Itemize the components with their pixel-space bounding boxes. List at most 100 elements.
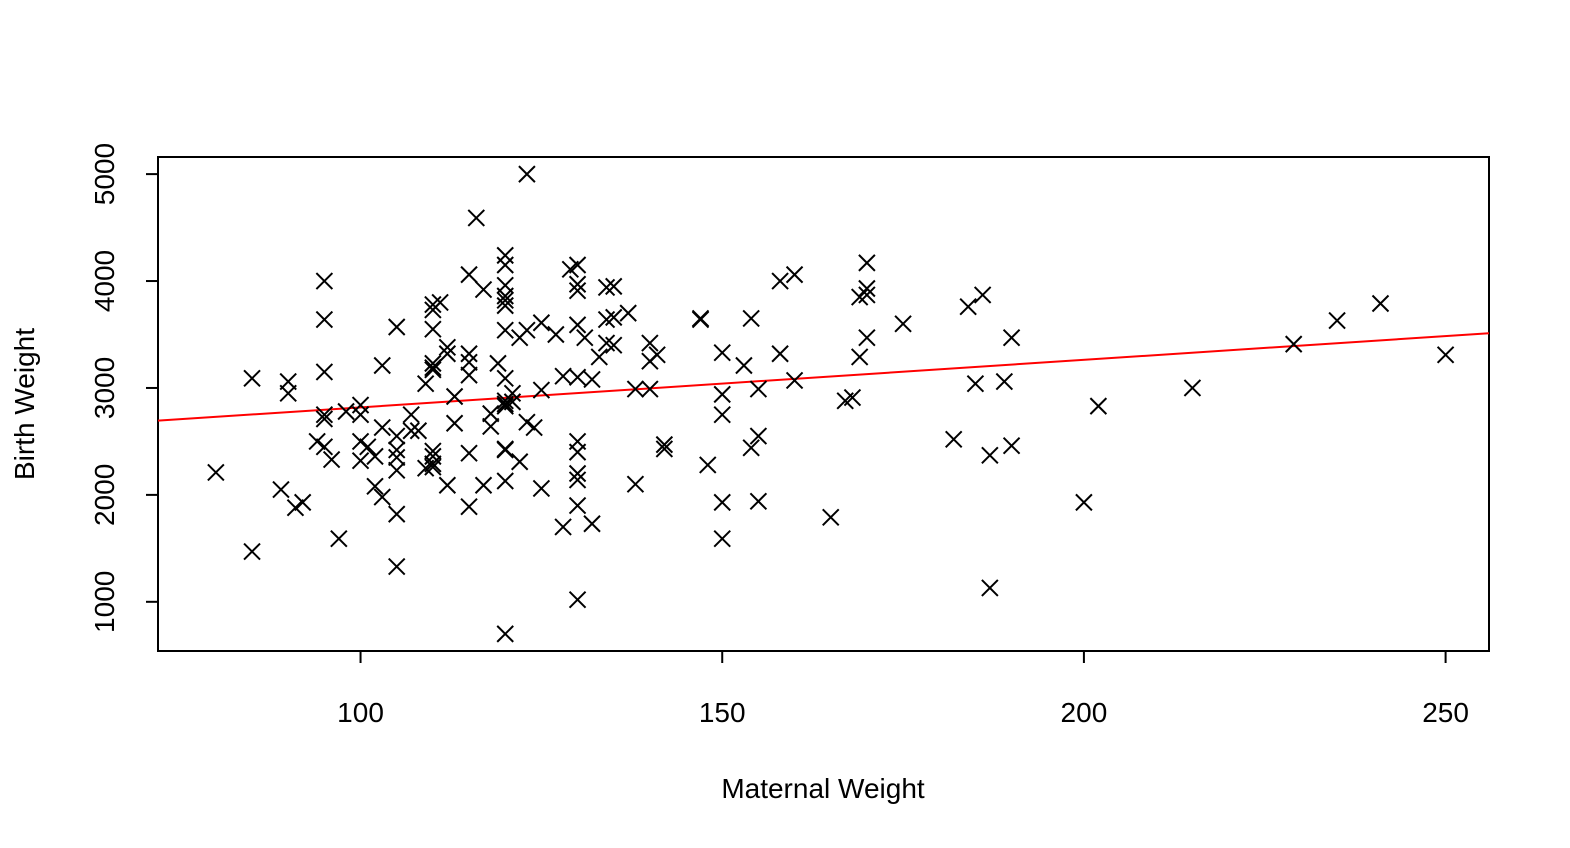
- data-point: [496, 369, 514, 388]
- data-point: [351, 451, 370, 470]
- data-point: [293, 493, 312, 512]
- x-tick-label: 200: [1061, 697, 1108, 728]
- data-point: [894, 315, 912, 333]
- data-point: [322, 450, 341, 469]
- data-point: [445, 414, 464, 432]
- data-point: [742, 309, 760, 328]
- data-point: [1183, 379, 1202, 397]
- data-point: [1436, 346, 1455, 364]
- data-point: [438, 345, 457, 363]
- data-point: [402, 405, 420, 424]
- data-point: [286, 499, 305, 517]
- data-point: [359, 438, 377, 456]
- data-point: [713, 493, 731, 512]
- data-point: [272, 480, 290, 499]
- data-point: [388, 427, 406, 445]
- data-point: [482, 417, 500, 436]
- data-point: [771, 345, 789, 363]
- data-point: [568, 471, 587, 489]
- data-point: [568, 281, 587, 300]
- y-tick-label: 4000: [89, 250, 120, 312]
- data-point: [525, 418, 543, 437]
- data-point: [460, 444, 478, 462]
- data-point: [518, 165, 536, 183]
- data-point: [402, 422, 420, 440]
- data-point: [713, 530, 731, 548]
- data-point: [699, 456, 717, 474]
- data-point: [749, 492, 768, 511]
- data-point: [351, 405, 370, 424]
- data-point: [568, 368, 587, 386]
- data-point: [518, 413, 536, 431]
- regression-line: [157, 332, 1490, 422]
- data-point: [518, 321, 536, 339]
- data-point: [467, 209, 485, 227]
- plot-frame: [157, 156, 1490, 652]
- data-point: [424, 354, 442, 373]
- data-point: [503, 384, 522, 403]
- data-point: [568, 316, 587, 334]
- data-point: [496, 472, 514, 490]
- data-point: [1002, 328, 1021, 347]
- data-point: [568, 590, 587, 609]
- data-point: [496, 256, 514, 274]
- data-point: [735, 356, 753, 375]
- data-point: [460, 366, 478, 384]
- data-point: [648, 346, 666, 364]
- data-point: [351, 432, 370, 451]
- data-point: [424, 442, 442, 460]
- data-point: [460, 265, 478, 284]
- data-point: [496, 246, 514, 265]
- data-point: [785, 265, 804, 284]
- data-point: [1284, 335, 1303, 353]
- data-point: [532, 314, 551, 332]
- data-point: [388, 441, 406, 459]
- data-point: [532, 381, 551, 399]
- data-point: [843, 388, 862, 407]
- data-point: [655, 435, 674, 454]
- data-point: [416, 374, 435, 393]
- data-point: [626, 380, 645, 398]
- data-point: [315, 310, 334, 329]
- data-point: [547, 325, 565, 344]
- data-point: [850, 348, 869, 366]
- data-point: [858, 279, 876, 298]
- data-point: [337, 402, 355, 421]
- data-point: [973, 286, 992, 304]
- data-point: [822, 508, 840, 527]
- data-point: [858, 254, 876, 272]
- x-tick-label: 150: [699, 697, 746, 728]
- data-point: [489, 354, 507, 373]
- data-point: [858, 328, 876, 347]
- data-point: [366, 477, 384, 496]
- data-point: [713, 405, 731, 424]
- data-point: [1089, 397, 1108, 415]
- data-point: [568, 256, 587, 274]
- data-point: [424, 458, 442, 476]
- data-point: [576, 328, 594, 347]
- fit-line-layer: [157, 332, 1490, 422]
- data-point: [373, 488, 391, 506]
- data-point: [315, 410, 334, 428]
- points-layer: [207, 165, 1455, 643]
- data-point: [1371, 294, 1390, 313]
- data-point: [981, 446, 999, 465]
- data-point: [496, 296, 514, 315]
- data-point: [568, 443, 587, 461]
- data-point: [388, 318, 406, 336]
- data-point: [424, 361, 442, 379]
- data-point: [568, 275, 587, 293]
- data-point: [482, 404, 500, 423]
- data-point: [431, 293, 449, 312]
- data-point: [424, 455, 442, 473]
- x-tick-label: 250: [1422, 697, 1469, 728]
- data-point: [583, 370, 601, 389]
- data-point: [858, 286, 876, 304]
- data-point: [373, 356, 391, 375]
- data-point: [496, 441, 514, 459]
- data-point: [315, 405, 334, 424]
- data-point: [366, 447, 384, 466]
- data-point: [554, 518, 572, 536]
- data-point: [944, 430, 963, 448]
- data-point: [503, 393, 522, 411]
